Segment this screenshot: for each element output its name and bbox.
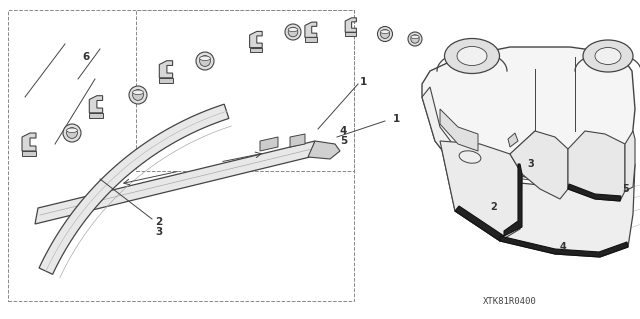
Polygon shape — [22, 133, 36, 151]
Polygon shape — [250, 31, 262, 48]
Ellipse shape — [381, 30, 390, 33]
Polygon shape — [308, 141, 340, 159]
Polygon shape — [159, 78, 173, 83]
Polygon shape — [35, 141, 315, 224]
Ellipse shape — [583, 40, 633, 72]
Polygon shape — [345, 18, 356, 32]
Polygon shape — [625, 131, 635, 191]
Circle shape — [63, 124, 81, 142]
Polygon shape — [568, 184, 621, 201]
Text: 5: 5 — [622, 184, 628, 194]
Polygon shape — [440, 141, 635, 257]
Polygon shape — [440, 109, 478, 151]
Circle shape — [381, 29, 390, 39]
Polygon shape — [260, 137, 278, 151]
Polygon shape — [290, 134, 305, 147]
Ellipse shape — [445, 39, 499, 73]
Polygon shape — [90, 113, 102, 117]
Polygon shape — [305, 37, 317, 42]
Polygon shape — [568, 131, 625, 201]
Circle shape — [408, 32, 422, 46]
Circle shape — [288, 27, 298, 37]
Bar — [136, 10, 354, 171]
Text: XTK81R0400: XTK81R0400 — [483, 297, 537, 306]
Circle shape — [67, 128, 77, 138]
Polygon shape — [22, 151, 36, 156]
Bar — [8, 10, 354, 301]
Ellipse shape — [595, 48, 621, 64]
Text: 2: 2 — [155, 217, 163, 227]
Text: 2: 2 — [490, 202, 497, 212]
Circle shape — [285, 24, 301, 40]
Polygon shape — [159, 61, 173, 78]
Ellipse shape — [411, 35, 419, 39]
Text: 4: 4 — [340, 126, 348, 136]
Polygon shape — [250, 48, 262, 52]
Polygon shape — [305, 22, 317, 37]
Ellipse shape — [459, 151, 481, 163]
Circle shape — [129, 86, 147, 104]
Polygon shape — [440, 141, 522, 241]
Ellipse shape — [67, 128, 77, 133]
Circle shape — [200, 56, 211, 66]
Polygon shape — [39, 104, 229, 274]
Polygon shape — [500, 236, 628, 257]
Ellipse shape — [200, 56, 211, 61]
Text: 5: 5 — [340, 136, 348, 146]
Circle shape — [378, 26, 392, 41]
Polygon shape — [345, 32, 356, 36]
Circle shape — [411, 35, 419, 43]
Polygon shape — [504, 164, 522, 236]
Polygon shape — [90, 96, 102, 113]
Ellipse shape — [288, 28, 298, 32]
Polygon shape — [455, 206, 504, 241]
Circle shape — [132, 90, 143, 100]
Polygon shape — [422, 87, 480, 171]
Text: 3: 3 — [527, 159, 534, 169]
Text: 4: 4 — [560, 242, 567, 252]
Polygon shape — [422, 47, 635, 184]
Polygon shape — [510, 131, 568, 199]
Polygon shape — [508, 133, 518, 147]
Text: 6: 6 — [82, 52, 89, 62]
Text: 1: 1 — [360, 77, 367, 87]
Text: 3: 3 — [155, 227, 163, 237]
Text: 1: 1 — [393, 114, 400, 124]
Circle shape — [196, 52, 214, 70]
Ellipse shape — [132, 90, 143, 94]
Ellipse shape — [457, 47, 487, 65]
